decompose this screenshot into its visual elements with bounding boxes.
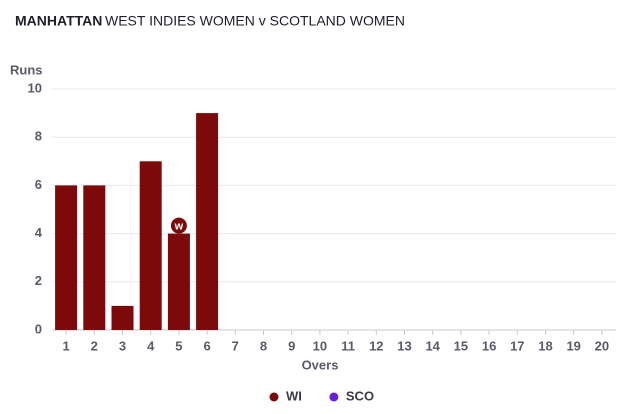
y-axis-title: Runs bbox=[10, 62, 43, 77]
wicket-label: w bbox=[174, 221, 184, 233]
x-tick-label: 12 bbox=[369, 338, 383, 353]
legend-label: WI bbox=[286, 388, 302, 403]
x-tick-label: 1 bbox=[62, 338, 69, 353]
x-tick-label: 3 bbox=[119, 338, 126, 353]
x-tick-label: 4 bbox=[147, 338, 155, 353]
y-tick-label: 2 bbox=[35, 273, 42, 288]
y-tick-label: 8 bbox=[35, 129, 42, 144]
x-tick-label: 9 bbox=[288, 338, 295, 353]
x-tick-label: 5 bbox=[175, 338, 182, 353]
x-tick-label: 10 bbox=[313, 338, 327, 353]
bar bbox=[83, 185, 106, 330]
x-tick-label: 18 bbox=[538, 338, 552, 353]
bar bbox=[196, 113, 219, 330]
y-tick-label: 0 bbox=[35, 321, 42, 336]
x-tick-label: 11 bbox=[341, 338, 355, 353]
chart-subtitle: WEST INDIES WOMEN v SCOTLAND WOMEN bbox=[105, 13, 405, 29]
bar bbox=[139, 161, 162, 330]
x-tick-label: 14 bbox=[425, 338, 440, 353]
legend-swatch bbox=[269, 392, 279, 402]
bar bbox=[55, 185, 78, 330]
y-tick-label: 4 bbox=[35, 225, 43, 240]
x-tick-label: 2 bbox=[91, 338, 98, 353]
legend-label: SCO bbox=[346, 388, 374, 403]
bar bbox=[111, 305, 134, 330]
x-tick-label: 17 bbox=[510, 338, 524, 353]
y-tick-label: 10 bbox=[28, 80, 42, 95]
y-tick-label: 6 bbox=[35, 177, 42, 192]
x-tick-label: 6 bbox=[203, 338, 210, 353]
bar bbox=[167, 233, 190, 330]
x-tick-label: 15 bbox=[454, 338, 468, 353]
x-tick-label: 20 bbox=[595, 338, 609, 353]
legend-swatch bbox=[329, 392, 339, 402]
chart-title: MANHATTAN bbox=[15, 13, 102, 29]
wicket-marker bbox=[170, 217, 187, 234]
x-tick-label: 13 bbox=[397, 338, 411, 353]
x-tick-label: 8 bbox=[260, 338, 267, 353]
x-tick-label: 7 bbox=[232, 338, 239, 353]
x-tick-label: 19 bbox=[566, 338, 580, 353]
x-axis-title: Overs bbox=[302, 357, 339, 372]
x-tick-label: 16 bbox=[482, 338, 496, 353]
